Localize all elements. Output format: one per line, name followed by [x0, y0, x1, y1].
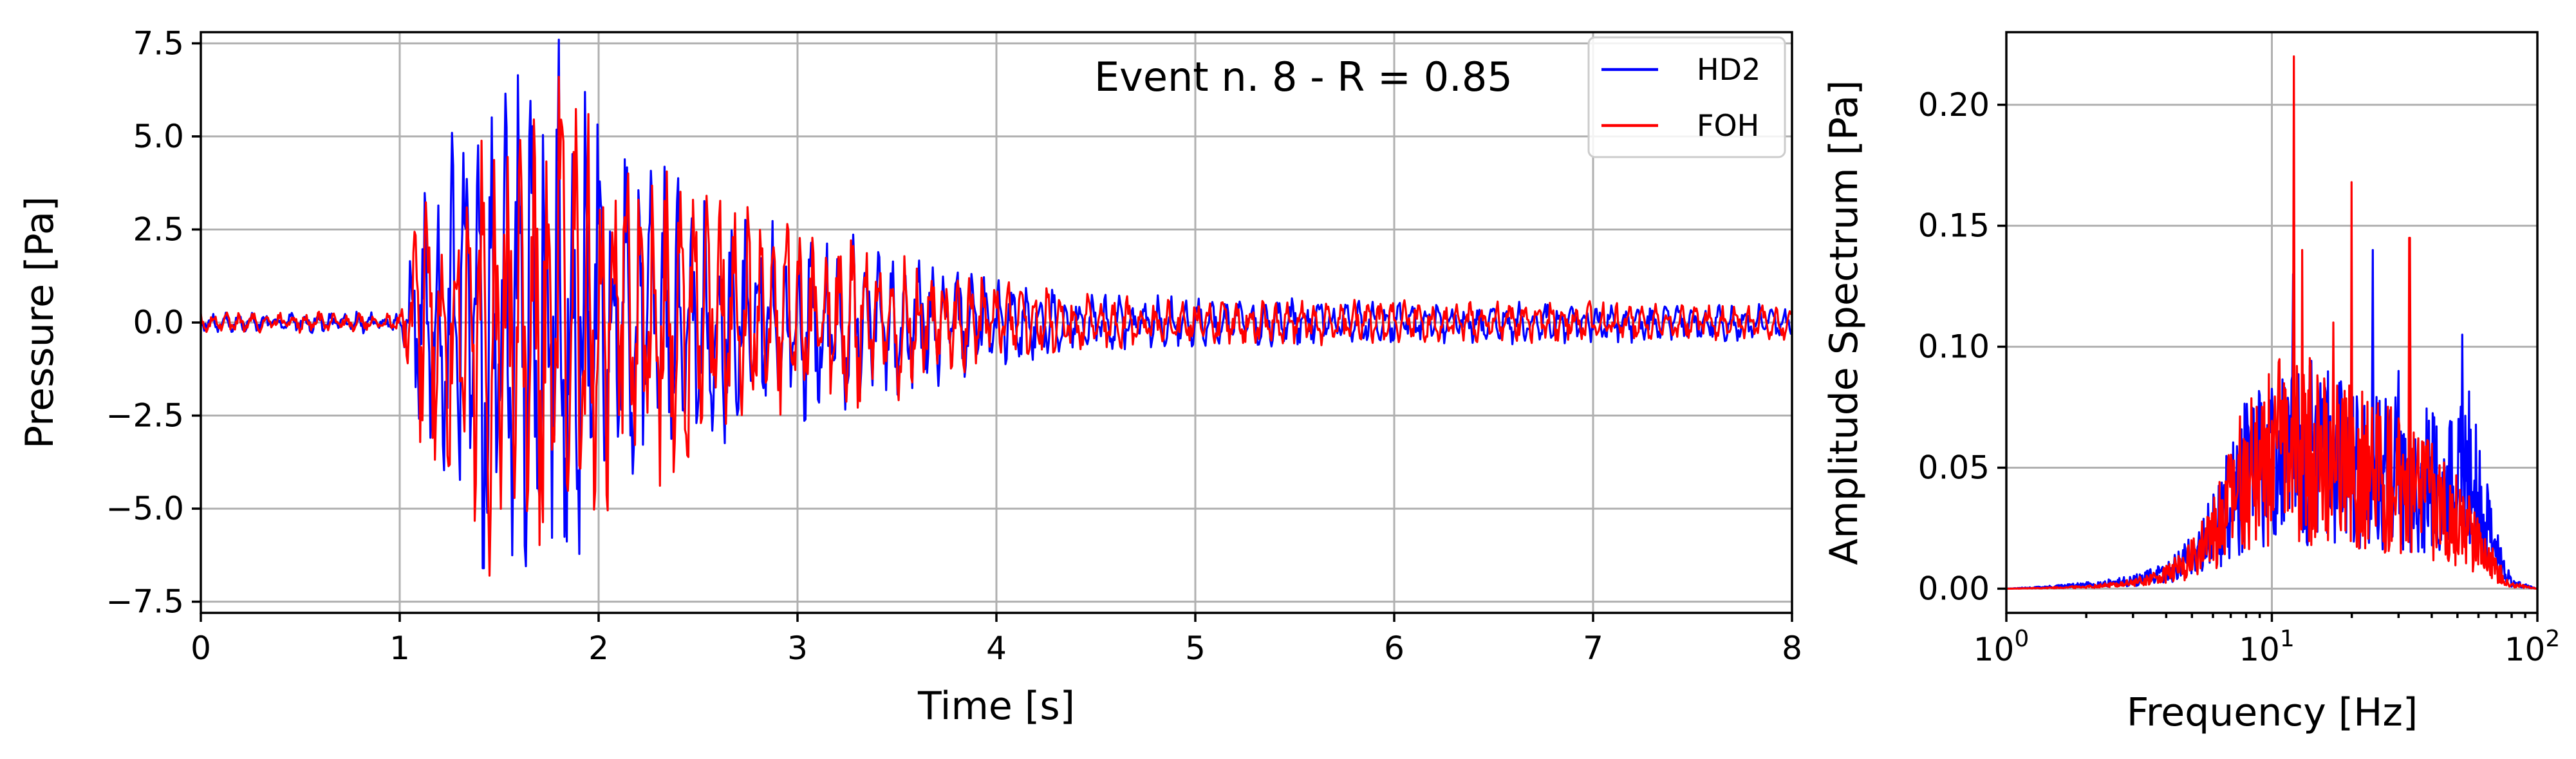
y-tick-label: 0.10 [1918, 328, 1990, 366]
spectrum-frame [2005, 31, 2539, 614]
spectrum-y-axis-label: Amplitude Spectrum [Pa] [1822, 80, 1867, 565]
y-tick-label: −7.5 [106, 583, 184, 621]
x-tick-label: 2 [588, 630, 609, 667]
y-tick-label: 0.0 [133, 304, 184, 341]
x-tick-label: 7 [1583, 630, 1603, 667]
y-tick-label: 0.20 [1918, 86, 1990, 124]
time-series-lines [200, 38, 1793, 577]
x-tick-label: 100 [1974, 626, 2030, 668]
x-tick-label: 3 [787, 630, 808, 667]
y-tick-label: 0.00 [1918, 570, 1990, 607]
x-tick-label: 5 [1185, 630, 1206, 667]
y-tick-label: −2.5 [106, 397, 184, 435]
x-tick-label: 101 [2239, 626, 2295, 668]
event-annotation: Event n. 8 - R = 0.85 [1094, 53, 1513, 100]
legend: HD2 FOH [1587, 36, 1786, 158]
time-series-panel: 0 1 2 3 4 5 6 7 8 −7.5 −5.0 −2.5 0.0 2.5 5.0 7.5 Time [… [17, 24, 1802, 729]
y-tick-label: 2.5 [133, 211, 184, 248]
series-line-foh [200, 75, 1793, 577]
y-tick-label: 0.05 [1918, 449, 1990, 487]
y-tick-label: −5.0 [106, 490, 184, 527]
x-tick-label: 0 [191, 630, 211, 667]
spectrum-ticks: 100 101 102 0.00 0.05 0.10 0.15 0.20 [1918, 86, 2561, 668]
x-tick-label: 8 [1782, 630, 1802, 667]
spectrum-panel: 100 101 102 0.00 0.05 0.10 0.15 0.20 Frequency … [1822, 31, 2561, 735]
time-series-y-axis-label: Pressure [Pa] [17, 196, 62, 449]
spectrum-line-foh [2006, 55, 2538, 590]
x-tick-label: 6 [1384, 630, 1405, 667]
legend-box [1587, 36, 1786, 158]
spectrum-lines [2006, 55, 2538, 590]
x-tick-label: 102 [2505, 626, 2561, 668]
legend-label-foh: FOH [1697, 108, 1759, 143]
spectrum-x-axis-label: Frequency [Hz] [2127, 690, 2418, 735]
x-tick-label: 4 [986, 630, 1007, 667]
y-tick-label: 7.5 [133, 24, 184, 62]
time-series-frame [200, 31, 1793, 614]
legend-label-hd2: HD2 [1697, 52, 1760, 87]
y-tick-label: 5.0 [133, 118, 184, 155]
time-series-ticks: 0 1 2 3 4 5 6 7 8 −7.5 −5.0 −2.5 0.0 2.5 5.0 7.5 [106, 24, 1802, 667]
time-series-x-axis-label: Time [s] [917, 684, 1075, 729]
y-tick-label: 0.15 [1918, 207, 1990, 245]
x-tick-label: 1 [389, 630, 410, 667]
